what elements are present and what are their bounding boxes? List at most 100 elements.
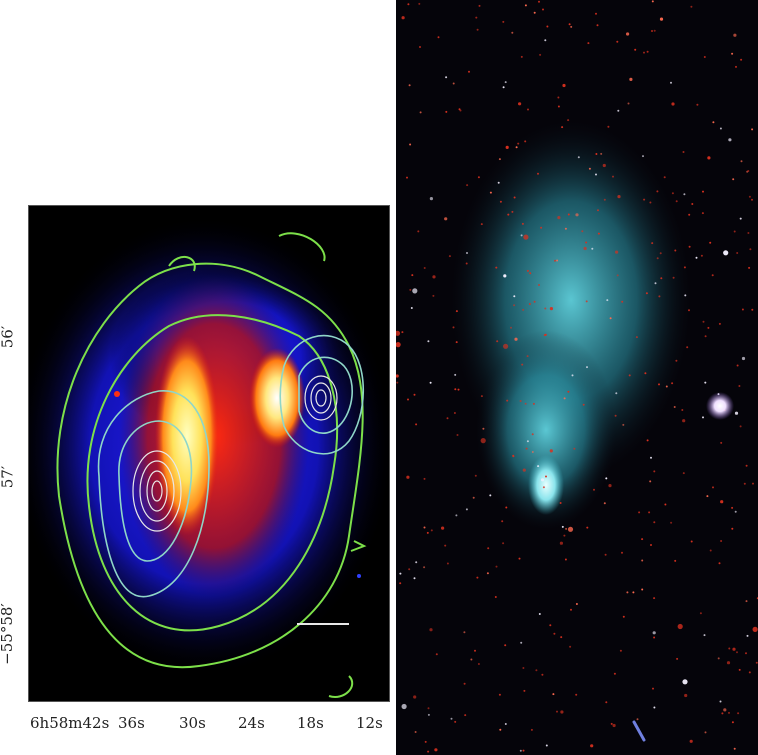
star [413,695,417,699]
star [531,433,534,436]
star [452,82,455,85]
star [505,506,508,509]
star [736,252,739,254]
star [545,475,547,478]
star [399,572,402,575]
star [560,710,564,714]
star [731,527,734,530]
star [549,624,552,627]
star [690,540,693,543]
star [670,521,673,524]
composite-svg [396,0,758,755]
star [487,547,490,550]
star [671,382,674,385]
star [523,689,526,692]
star [529,272,532,275]
star [699,612,702,615]
star [524,402,527,405]
star [429,381,432,384]
star [650,456,652,459]
star [565,527,568,530]
star [621,300,624,303]
star [571,374,574,377]
star [527,108,529,111]
star [517,142,520,145]
star [513,196,516,199]
star [605,477,608,480]
star [401,703,407,710]
star [504,644,507,647]
star [414,731,417,733]
star [427,707,430,710]
star [739,217,742,220]
star [474,649,476,652]
star [664,503,667,506]
star [649,201,652,204]
star [747,170,750,172]
star [736,651,738,654]
star [541,673,544,676]
star [427,750,430,753]
star [588,167,591,170]
star [712,486,714,489]
star [480,223,483,226]
star [504,81,507,84]
xray-contour-svg [29,206,389,701]
star [652,631,656,635]
star [608,484,612,488]
star [567,213,570,216]
star [688,245,691,248]
star [507,213,510,216]
star [407,3,410,6]
star [748,671,751,674]
star [634,48,637,51]
star [454,373,457,376]
star [424,740,427,743]
star [577,156,580,159]
star [544,307,547,310]
star [557,105,560,108]
star [533,300,536,303]
star [399,582,402,585]
star [653,597,656,600]
star [751,198,753,201]
star [454,720,457,723]
star [660,277,663,280]
star [549,449,553,453]
star [409,288,412,291]
star [675,359,678,362]
star [596,24,599,27]
star [718,562,721,565]
star [415,423,418,426]
star [590,744,594,748]
star [567,390,570,393]
star [723,250,729,256]
star [734,411,739,415]
star [476,28,479,31]
star [665,385,668,388]
star [498,158,501,161]
star [646,439,649,442]
star [597,209,599,212]
star [477,663,480,665]
star [549,307,553,311]
star [629,77,633,81]
star [573,447,576,450]
star [522,749,525,752]
star [575,603,578,605]
star [720,441,723,444]
star [564,558,567,561]
y-tick-label: −55°58′ [0,603,16,665]
star [537,172,539,175]
star [718,322,721,325]
star [470,658,473,661]
star [649,480,652,483]
star [441,526,445,530]
star [595,173,597,176]
star [585,300,588,303]
star [520,234,523,237]
star [545,744,548,747]
star [682,151,685,153]
star [643,51,645,54]
star [740,58,743,61]
